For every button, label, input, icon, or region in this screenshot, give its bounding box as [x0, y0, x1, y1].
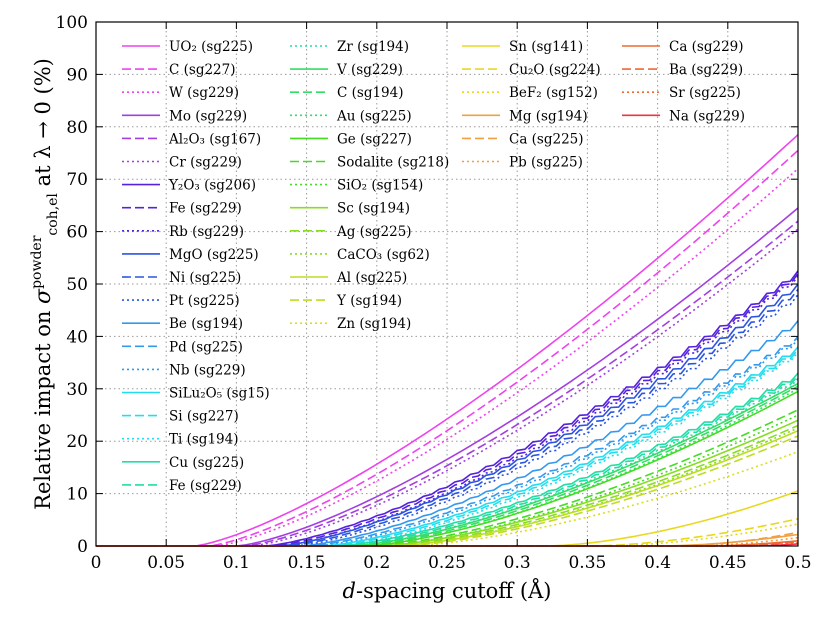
- legend-label: Sr (sg225): [669, 85, 741, 101]
- legend-label: Pb (sg225): [509, 155, 583, 171]
- legend-label: Mo (sg229): [169, 108, 247, 124]
- legend: UO₂ (sg225) C (sg227) W (sg229) Mo (sg229) A…: [122, 39, 745, 494]
- legend-label: MgO (sg225): [169, 247, 259, 263]
- y-tick-label: 100: [56, 13, 88, 33]
- legend-label: Ge (sg227): [337, 131, 412, 147]
- legend-label: Fe (sg229): [169, 201, 242, 217]
- y-axis-title: Relative impact on σpowdercoh,el at λ → …: [29, 58, 61, 510]
- y-axis-title-superscript: powder: [29, 235, 45, 289]
- y-tick-label: 60: [66, 223, 88, 243]
- legend-label: Pd (sg225): [169, 339, 243, 355]
- y-tick-label: 10: [66, 485, 88, 505]
- legend-label: Si (sg227): [169, 409, 239, 425]
- x-tick-label: 0.05: [147, 553, 185, 573]
- x-tick-label: 0.2: [363, 553, 390, 573]
- y-tick-label: 30: [66, 380, 88, 400]
- y-tick-label: 0: [77, 537, 88, 557]
- legend-label: Cu₂O (sg224): [509, 62, 601, 78]
- y-axis-title-symbol: σ: [31, 288, 56, 304]
- legend-label: Ca (sg225): [509, 131, 584, 147]
- legend-label: W (sg229): [169, 85, 239, 101]
- legend-label: Fe (sg229): [169, 478, 242, 494]
- legend-label: Ca (sg229): [669, 39, 744, 55]
- legend-label: UO₂ (sg225): [169, 39, 253, 55]
- x-tick-label: 0.25: [428, 553, 466, 573]
- legend-label: Al (sg225): [336, 270, 407, 286]
- axis-ticks: 0 0.05 0.1 0.15 0.2 0.25 0.3 0.35 0.4 0.45 0.5 0 10 2…: [56, 13, 812, 573]
- legend-label: Ni (sg225): [169, 270, 241, 286]
- legend-label: Zn (sg194): [337, 316, 411, 332]
- legend-label: Cr (sg229): [169, 155, 242, 171]
- series-line: [96, 134, 799, 547]
- y-tick-label: 90: [66, 65, 88, 85]
- legend-label: Y₂O₃ (sg206): [168, 178, 256, 194]
- legend-label: SiO₂ (sg154): [337, 178, 423, 194]
- legend-label: Zr (sg194): [337, 39, 409, 55]
- legend-label: V (sg229): [336, 62, 403, 78]
- legend-label: Be (sg194): [169, 316, 243, 332]
- x-axis-title: d-spacing cutoff (Å): [343, 578, 552, 603]
- y-axis-title-subscript: coh,el: [45, 193, 61, 236]
- legend-label: Ag (sg225): [336, 224, 412, 240]
- y-axis-title-pre: Relative impact on: [31, 304, 55, 510]
- y-tick-label: 20: [66, 432, 88, 452]
- x-tick-label: 0.35: [568, 553, 606, 573]
- legend-label: Rb (sg229): [169, 224, 244, 240]
- x-axis-title-italic: d: [343, 579, 356, 603]
- legend-label: Ti (sg194): [169, 432, 238, 448]
- grid: [96, 22, 798, 546]
- legend-label: C (sg194): [337, 85, 404, 101]
- x-tick-label: 0.3: [504, 553, 531, 573]
- legend-label: Sodalite (sg218): [337, 155, 449, 171]
- legend-label: Sn (sg141): [509, 39, 583, 55]
- legend-label: CaCO₃ (sg62): [337, 247, 430, 263]
- legend-label: Mg (sg194): [509, 108, 588, 124]
- x-tick-label: 0.5: [784, 553, 811, 573]
- legend-label: Sc (sg194): [337, 201, 410, 217]
- x-tick-label: 0: [91, 553, 102, 573]
- legend-label: Al₂O₃ (sg167): [168, 131, 261, 147]
- legend-label: Y (sg194): [336, 293, 402, 309]
- legend-label: Na (sg229): [669, 108, 745, 124]
- legend-label: Ba (sg229): [669, 62, 743, 78]
- x-tick-label: 0.15: [288, 553, 326, 573]
- y-tick-label: 40: [66, 327, 88, 347]
- x-tick-label: 0.45: [709, 553, 747, 573]
- legend-label: Cu (sg225): [169, 455, 244, 471]
- legend-label: BeF₂ (sg152): [509, 85, 598, 101]
- legend-label: C (sg227): [169, 62, 236, 78]
- y-tick-label: 50: [66, 275, 88, 295]
- x-tick-label: 0.4: [644, 553, 671, 573]
- y-axis-title-post: at λ → 0 (%): [31, 58, 55, 193]
- y-tick-label: 70: [66, 170, 88, 190]
- legend-label: Au (sg225): [336, 108, 412, 124]
- legend-label: Pt (sg225): [169, 293, 240, 309]
- legend-label: SiLu₂O₅ (sg15): [169, 386, 270, 402]
- x-axis-title-rest: -spacing cutoff (Å): [356, 578, 551, 603]
- x-tick-label: 0.1: [223, 553, 250, 573]
- y-tick-label: 80: [66, 118, 88, 138]
- legend-label: Nb (sg229): [169, 362, 246, 378]
